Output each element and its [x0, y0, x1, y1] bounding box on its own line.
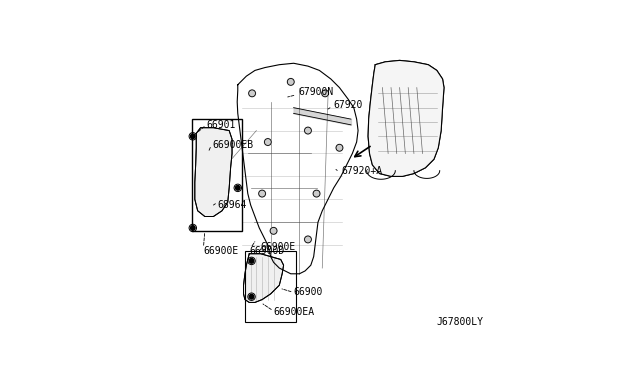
- Text: 66900EB: 66900EB: [212, 140, 253, 150]
- Text: 66900EA: 66900EA: [273, 308, 315, 317]
- Text: 66900E: 66900E: [204, 246, 239, 256]
- Polygon shape: [368, 60, 444, 176]
- Text: 67900N: 67900N: [298, 87, 333, 97]
- Polygon shape: [195, 128, 232, 217]
- Text: J67800LY: J67800LY: [437, 317, 484, 327]
- Circle shape: [313, 190, 320, 197]
- Circle shape: [287, 78, 294, 85]
- Text: 66901: 66901: [206, 120, 236, 130]
- Text: 66900E: 66900E: [260, 241, 296, 251]
- Circle shape: [249, 259, 254, 263]
- Text: 68964: 68964: [218, 200, 247, 210]
- Circle shape: [270, 227, 277, 234]
- Bar: [192, 119, 242, 231]
- Text: 67920: 67920: [333, 100, 363, 110]
- Text: 67920+A: 67920+A: [341, 166, 382, 176]
- Polygon shape: [243, 254, 284, 302]
- Bar: [245, 251, 296, 323]
- Circle shape: [336, 144, 343, 151]
- Text: 66900D: 66900D: [249, 246, 284, 256]
- Circle shape: [259, 190, 266, 197]
- Circle shape: [264, 139, 271, 145]
- Circle shape: [191, 134, 195, 139]
- Circle shape: [191, 226, 195, 230]
- Circle shape: [322, 90, 328, 97]
- Text: 66900: 66900: [294, 288, 323, 297]
- Circle shape: [305, 236, 312, 243]
- Circle shape: [305, 127, 312, 134]
- Circle shape: [249, 294, 254, 299]
- Circle shape: [249, 90, 255, 97]
- Circle shape: [236, 186, 240, 190]
